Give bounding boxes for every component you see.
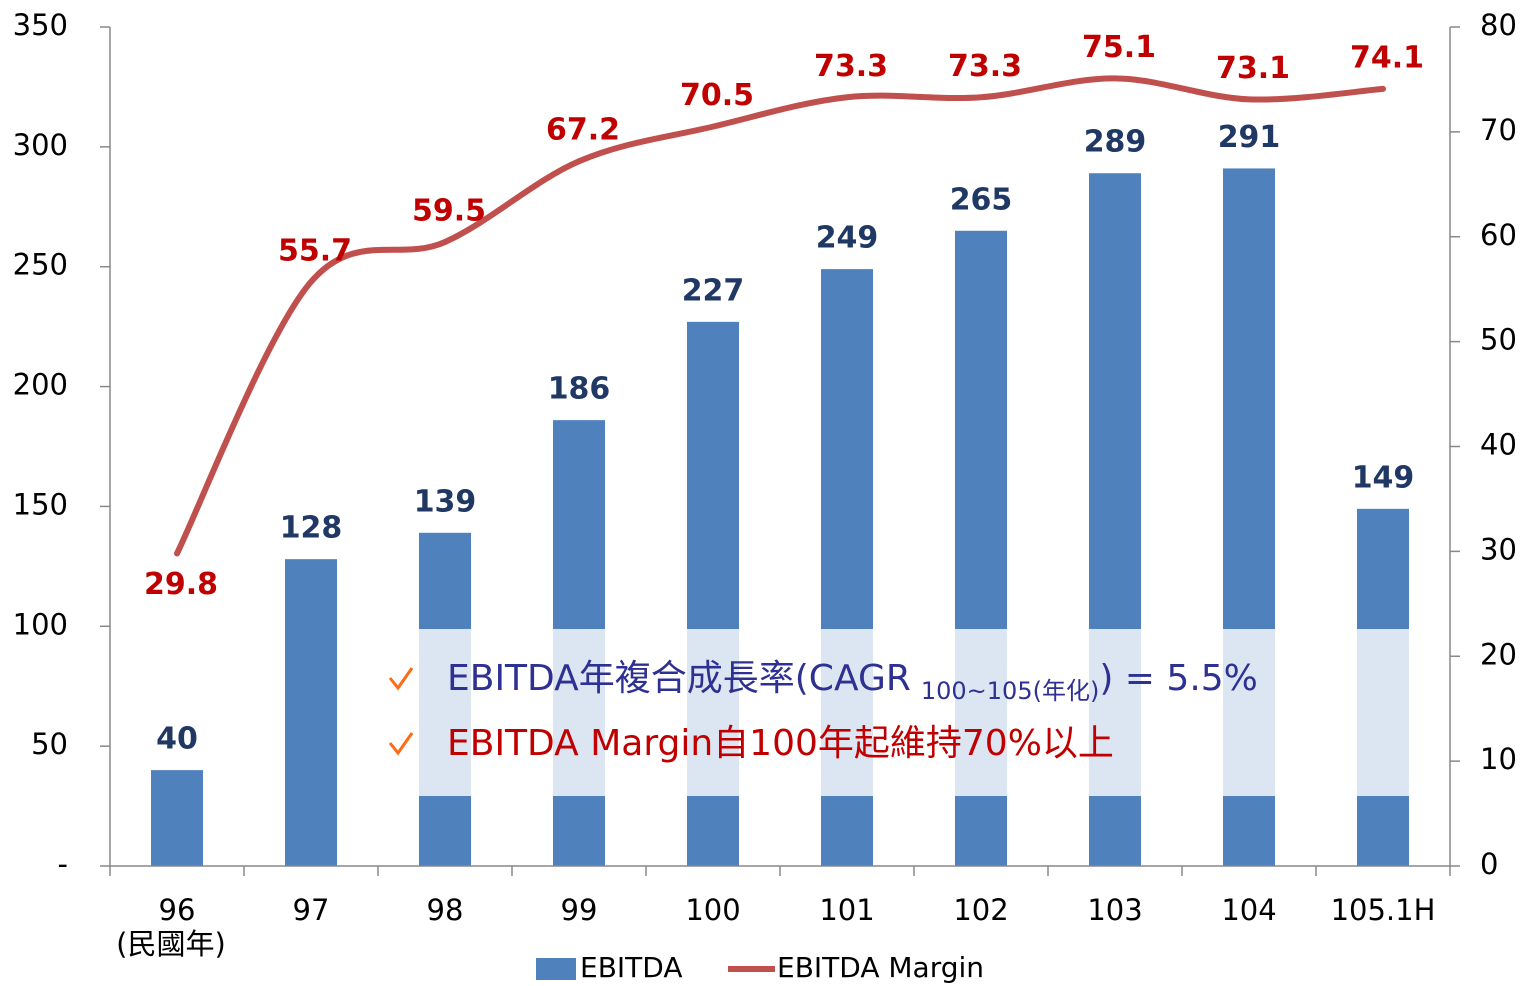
y2-tick-label: 40 [1480, 428, 1517, 462]
legend-label: EBITDA Margin [777, 951, 984, 984]
y-tick-label: 350 [13, 8, 68, 42]
y2-tick-label: 50 [1480, 323, 1517, 357]
y2-tick-label: 10 [1480, 742, 1517, 776]
legend-label: EBITDA [580, 951, 682, 984]
annotation: EBITDA Margin自100年起維持70%以上 [447, 723, 1114, 764]
x-tick-label: 97 [293, 893, 330, 927]
x-tick-label: 99 [561, 893, 598, 927]
y-tick-label: 150 [13, 487, 68, 521]
line-value-label: 70.5 [680, 78, 754, 113]
bar-value-label: 249 [816, 221, 879, 256]
y-tick-label: 300 [13, 128, 68, 162]
x-annotation: (民國年) [116, 927, 226, 961]
x-tick-label: 104 [1221, 893, 1276, 927]
y2-tick-label: 70 [1480, 113, 1517, 147]
bar-value-label: 291 [1218, 120, 1281, 155]
y2-tick-label: 60 [1480, 218, 1517, 252]
annotation-text: EBITDA年複合成長率(CAGR [447, 658, 911, 699]
bar [285, 559, 337, 866]
x-tick-label: 102 [953, 893, 1008, 927]
x-tick-label: 96 [159, 893, 196, 927]
x-tick-label: 100 [685, 893, 740, 927]
line-value-label: 73.1 [1216, 51, 1290, 86]
bar-value-label: 139 [414, 484, 477, 519]
line-value-label: 74.1 [1350, 40, 1424, 75]
line-value-label: 73.3 [948, 49, 1022, 84]
y2-tick-label: 80 [1480, 8, 1517, 42]
y-tick-label: 50 [31, 727, 68, 761]
y-tick-label: 250 [13, 248, 68, 282]
bar-value-label: 128 [280, 511, 343, 546]
line-value-label: 67.2 [546, 113, 620, 148]
annotation-text: EBITDA Margin自100年起維持70%以上 [447, 723, 1114, 764]
bar-value-label: 149 [1352, 460, 1415, 495]
line-value-label: 73.3 [814, 49, 888, 84]
check-icon [388, 667, 414, 691]
annotation-sub: 100~105(年化) [921, 677, 1099, 705]
x-tick-label: 98 [427, 893, 464, 927]
y2-tick-label: 30 [1480, 532, 1517, 566]
line-value-label: 59.5 [412, 193, 486, 228]
line-value-label: 29.8 [144, 567, 218, 602]
bar-value-label: 289 [1084, 125, 1147, 160]
legend-swatch [536, 958, 576, 980]
y-tick-label: 200 [13, 368, 68, 402]
line-value-label: 75.1 [1082, 30, 1156, 65]
check-icon [388, 732, 414, 756]
bar [151, 770, 203, 866]
annotation-tail: ) = 5.5% [1099, 658, 1258, 699]
bar-value-label: 265 [950, 182, 1013, 217]
y2-tick-label: 20 [1480, 637, 1517, 671]
y-tick-label: 100 [13, 607, 68, 641]
x-tick-label: 105.1H [1331, 893, 1436, 927]
bar-value-label: 186 [548, 372, 611, 407]
y2-tick-label: 0 [1480, 847, 1498, 881]
x-tick-label: 103 [1087, 893, 1142, 927]
y-tick-label: - [58, 847, 68, 881]
annotation: EBITDA年複合成長率(CAGR 100~105(年化)) = 5.5% [447, 658, 1258, 705]
x-tick-label: 101 [819, 893, 874, 927]
bar-value-label: 227 [682, 273, 745, 308]
bar-value-label: 40 [156, 722, 198, 757]
line [174, 75, 1386, 557]
line-value-label: 55.7 [278, 233, 352, 268]
annotation-box [380, 629, 1412, 796]
